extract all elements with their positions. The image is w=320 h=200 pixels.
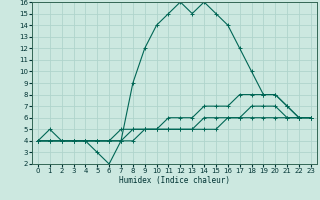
X-axis label: Humidex (Indice chaleur): Humidex (Indice chaleur): [119, 176, 230, 185]
